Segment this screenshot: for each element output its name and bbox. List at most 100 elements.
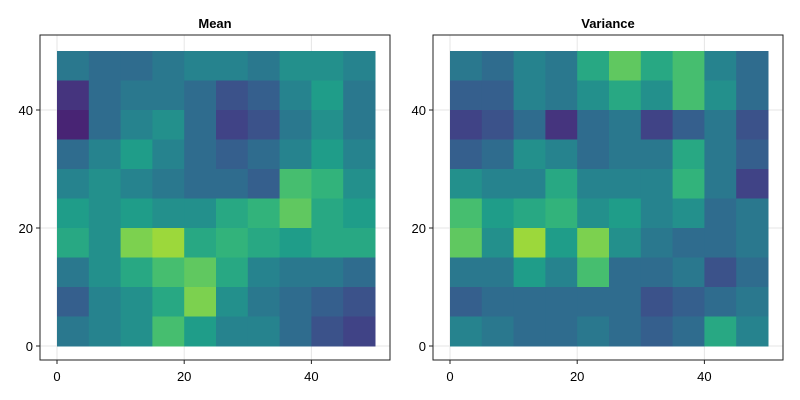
variance-heatmap-cell: [513, 198, 546, 229]
variance-heatmap-cell: [577, 169, 610, 199]
mean-heatmap-cell: [57, 51, 90, 81]
mean-heatmap-cell: [184, 228, 217, 258]
variance-heatmap-cell: [577, 80, 610, 111]
mean-heatmap-cell: [152, 198, 185, 229]
variance-heatmap-cell: [704, 139, 737, 170]
mean-heatmap-cell: [279, 169, 312, 199]
variance-heatmap-cell: [704, 257, 737, 288]
variance-heatmap-cell: [736, 316, 769, 347]
variance-heatmap-cell: [481, 51, 515, 81]
mean-heatmap-cell: [311, 169, 344, 199]
mean-heatmap-cell: [184, 316, 217, 347]
mean-heatmap-cell: [88, 198, 122, 229]
variance-heatmap-cell: [450, 198, 483, 229]
variance-heatmap-cell: [481, 169, 515, 199]
variance-heatmap-cell: [481, 257, 515, 288]
variance-heatmap-cell: [545, 287, 578, 317]
variance-heatmap-cell: [609, 257, 642, 288]
mean-heatmap-cell: [216, 169, 249, 199]
variance-heatmap-cell: [672, 169, 705, 199]
mean-heatmap-cell: [343, 110, 376, 140]
variance-heatmap-cell: [545, 198, 578, 229]
mean-heatmap-cell: [57, 257, 90, 288]
variance-heatmap-cell: [640, 287, 674, 317]
variance-heatmap-cell: [609, 169, 642, 199]
mean-heatmap-cell: [216, 80, 249, 111]
variance-heatmap-cell: [672, 80, 705, 111]
variance-heatmap-cell: [481, 198, 515, 229]
variance-heatmap-cell: [609, 316, 642, 347]
mean-heatmap-cell: [57, 80, 90, 111]
variance-heatmap-cell: [704, 287, 737, 317]
mean-heatmap-cell: [247, 51, 281, 81]
variance-heatmap-cell: [450, 80, 483, 111]
mean-heatmap-cell: [216, 287, 249, 317]
variance-heatmap-cell: [736, 80, 769, 111]
mean-heatmap-cell: [120, 316, 153, 347]
variance-heatmap-cell: [450, 169, 483, 199]
mean-heatmap-cell: [57, 316, 90, 347]
mean-heatmap-cell: [184, 198, 217, 229]
mean-heatmap-cell: [88, 51, 122, 81]
variance-heatmap-cell: [672, 228, 705, 258]
mean-heatmap-cell: [120, 287, 153, 317]
variance-heatmap-cell: [609, 80, 642, 111]
variance-heatmap-cell: [513, 287, 546, 317]
mean-heatmap-cell: [247, 198, 281, 229]
variance-heatmap-cell: [672, 257, 705, 288]
variance-heatmap-cell: [545, 139, 578, 170]
variance-heatmap-cell: [577, 198, 610, 229]
variance-heatmap-cell: [450, 139, 483, 170]
mean-heatmap-cell: [247, 257, 281, 288]
mean-heatmap-cell: [216, 257, 249, 288]
mean-heatmap-cell: [88, 139, 122, 170]
variance-heatmap-cell: [513, 316, 546, 347]
mean-xtick-label: 20: [177, 369, 191, 384]
variance-heatmap-cell: [672, 287, 705, 317]
variance-heatmap-cell: [704, 198, 737, 229]
variance-heatmap-cell: [736, 287, 769, 317]
mean-heatmap-cell: [216, 139, 249, 170]
mean-heatmap-cell: [120, 257, 153, 288]
variance-ytick-label: 20: [412, 221, 426, 236]
mean-title: Mean: [198, 16, 231, 31]
variance-heatmap-cell: [640, 169, 674, 199]
mean-heatmap-cell: [57, 287, 90, 317]
mean-heatmap-cell: [152, 228, 185, 258]
mean-heatmap-cell: [88, 287, 122, 317]
variance-heatmap-cell: [736, 51, 769, 81]
mean-ytick-label: 0: [26, 339, 33, 354]
mean-heatmap-cell: [57, 198, 90, 229]
variance-heatmap-cell: [609, 51, 642, 81]
mean-heatmap-cell: [184, 257, 217, 288]
variance-heatmap-cell: [545, 80, 578, 111]
mean-heatmap-cell: [279, 51, 312, 81]
mean-heatmap-cell: [152, 80, 185, 111]
mean-heatmap-cell: [311, 198, 344, 229]
mean-heatmap-cell: [311, 287, 344, 317]
variance-ytick-label: 0: [419, 339, 426, 354]
mean-heatmap-cell: [343, 169, 376, 199]
mean-heatmap-cell: [343, 80, 376, 111]
variance-heatmap-cell: [450, 287, 483, 317]
mean-heatmap-cell: [88, 80, 122, 111]
mean-heatmap-cell: [311, 228, 344, 258]
mean-heatmap-cell: [247, 169, 281, 199]
variance-heatmap-cell: [577, 228, 610, 258]
variance-heatmap-cell: [513, 257, 546, 288]
mean-heatmap-cell: [247, 316, 281, 347]
variance-heatmap-axes: Variance 0 0 20 20 40 40: [412, 16, 784, 384]
mean-heatmap-cell: [279, 316, 312, 347]
variance-heatmap-cell: [545, 228, 578, 258]
variance-heatmap-cell: [640, 316, 674, 347]
mean-heatmap-cell: [216, 110, 249, 140]
mean-heatmap-cell: [311, 316, 344, 347]
variance-heatmap-cell: [672, 110, 705, 140]
mean-heatmap-cell: [216, 228, 249, 258]
variance-heatmap-cell: [545, 110, 578, 140]
variance-heatmap-cell: [609, 198, 642, 229]
mean-heatmap-cell: [279, 198, 312, 229]
variance-heatmap-cell: [672, 139, 705, 170]
mean-heatmap-cell: [279, 80, 312, 111]
